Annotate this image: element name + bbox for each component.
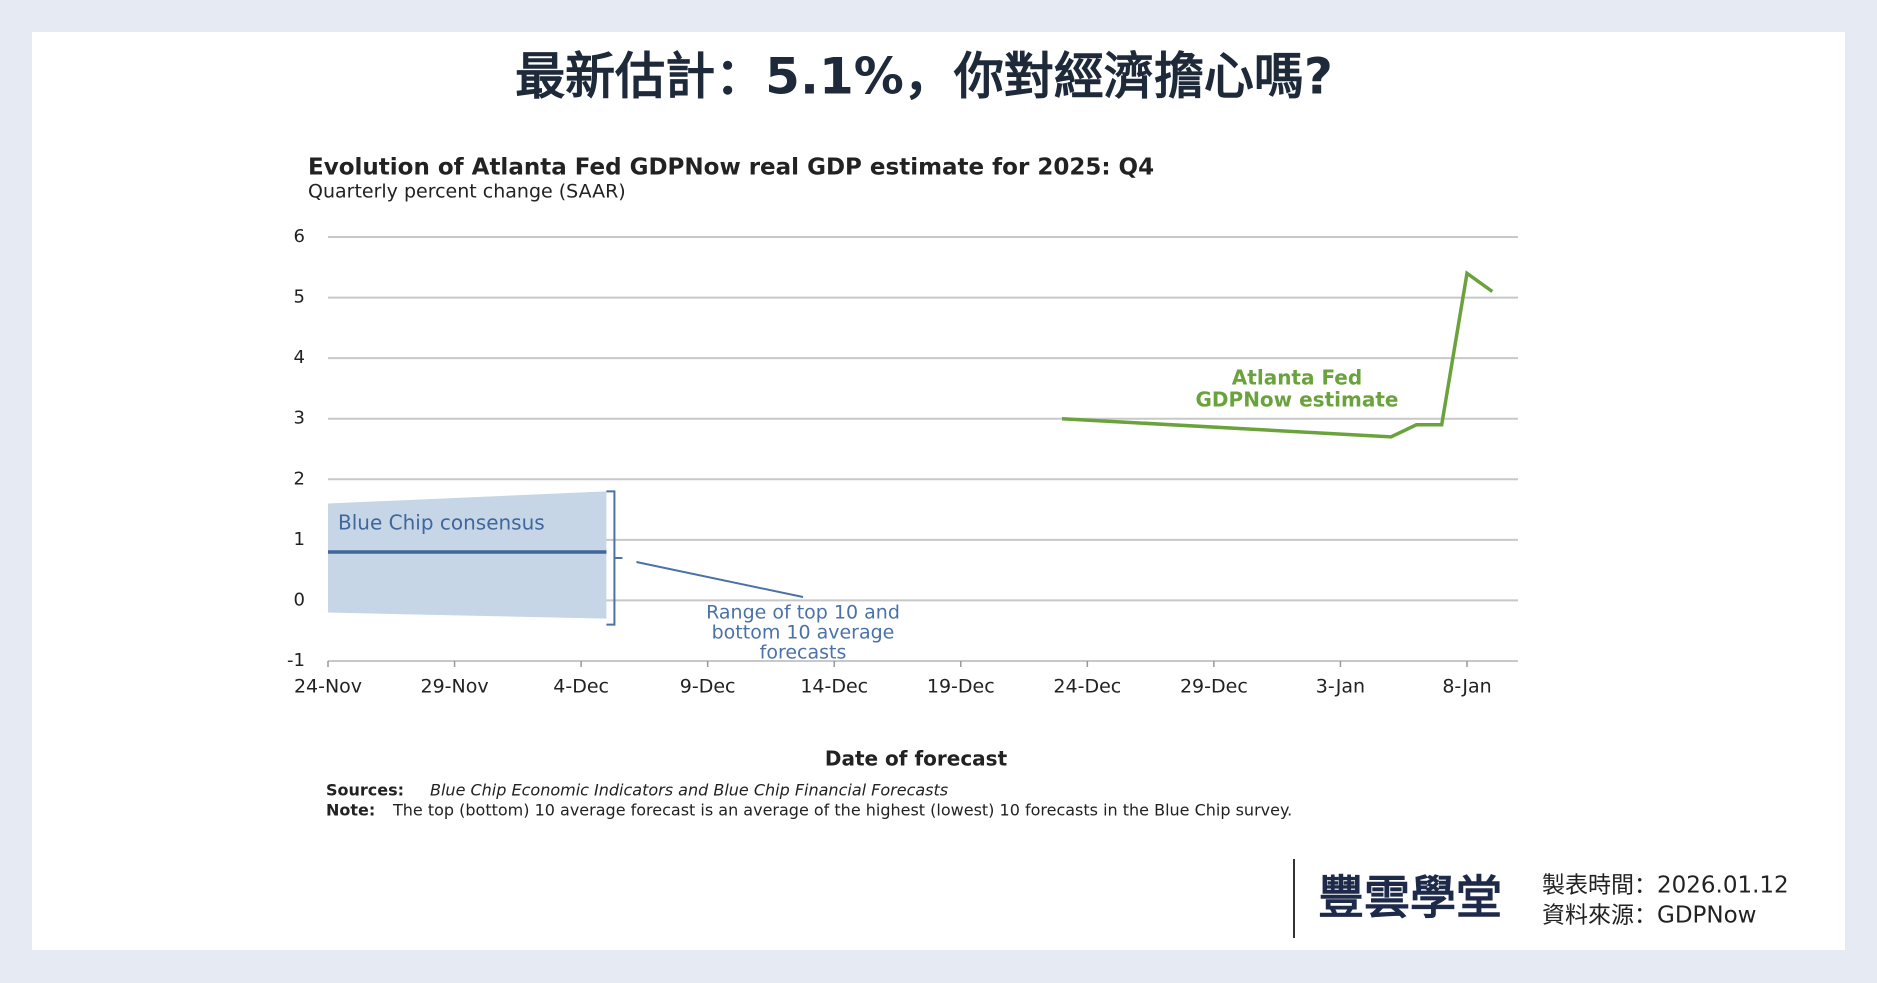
note-label: Note: (326, 801, 375, 820)
x-tick-label: 29-Dec (1180, 676, 1248, 698)
series-line (1061, 270, 1494, 439)
x-tick-label: 14-Dec (800, 676, 868, 698)
made-date: 製表時間：2026.01.12 (1542, 873, 1789, 899)
x-tick-label: 19-Dec (927, 676, 995, 698)
x-tick-label: 3-Jan (1316, 676, 1365, 698)
gdpnow-label: Atlanta Fed (1232, 366, 1362, 390)
pointer (636, 561, 804, 598)
panel (32, 32, 1845, 950)
range-label: Range of top 10 and (706, 602, 900, 624)
y-tick-label: 0 (294, 589, 305, 610)
x-tick-label: 24-Dec (1053, 676, 1121, 698)
gdpnow-label: GDPNow estimate (1196, 388, 1399, 412)
y-tick-label: -1 (287, 650, 305, 671)
chart-subtitle: Quarterly percent change (SAAR) (308, 181, 626, 203)
note-text: The top (bottom) 10 average forecast is … (392, 801, 1292, 820)
headline: 最新估計：5.1%，你對經濟擔心嗎? (515, 48, 1333, 106)
forecast-range (328, 491, 607, 619)
y-tick-label: 5 (294, 287, 305, 308)
x-tick-label: 9-Dec (680, 676, 736, 698)
range-label: forecasts (760, 642, 847, 664)
x-tick-label: 29-Nov (420, 676, 488, 698)
y-tick-label: 1 (294, 529, 305, 550)
consensus-label: Blue Chip consensus (338, 511, 545, 535)
x-axis-label: Date of forecast (825, 747, 1008, 771)
x-tick-label: 8-Jan (1442, 676, 1491, 698)
sources-text: Blue Chip Economic Indicators and Blue C… (430, 781, 948, 800)
x-tick-label: 24-Nov (294, 676, 362, 698)
sources-label: Sources: (326, 781, 404, 800)
y-tick-label: 6 (294, 226, 305, 247)
y-tick-label: 2 (294, 468, 305, 489)
brand: 豐雲學堂 (1318, 871, 1502, 925)
data-source: 資料來源：GDPNow (1542, 903, 1757, 929)
bracket (606, 490, 623, 626)
chart-title: Evolution of Atlanta Fed GDPNow real GDP… (308, 155, 1154, 181)
y-tick-label: 4 (294, 347, 305, 368)
y-tick-label: 3 (294, 408, 305, 429)
range-label: bottom 10 average (712, 622, 895, 644)
x-tick-label: 4-Dec (553, 676, 609, 698)
